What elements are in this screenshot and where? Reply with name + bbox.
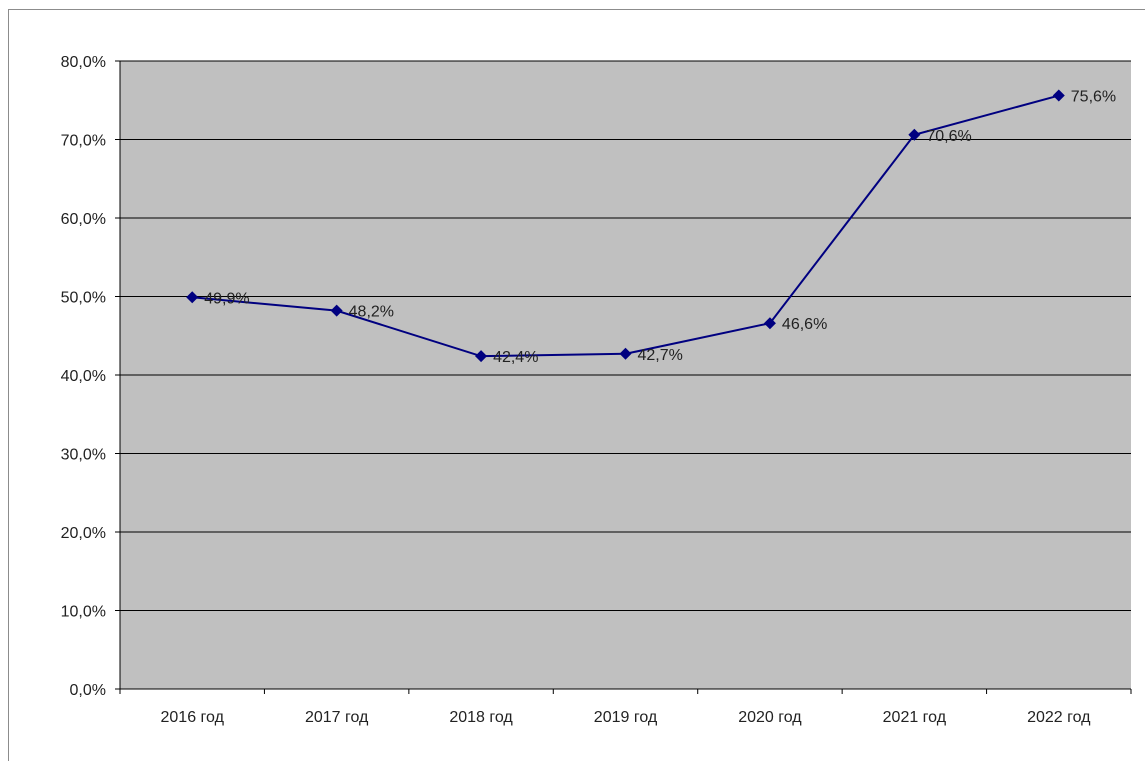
data-point-marker bbox=[1052, 89, 1065, 102]
data-label: 70,6% bbox=[926, 128, 971, 145]
x-tick-label: 2022 год bbox=[1027, 709, 1091, 726]
data-point-marker bbox=[186, 291, 199, 304]
x-tick-label: 2019 год bbox=[594, 709, 658, 726]
data-label: 48,2% bbox=[349, 304, 394, 321]
data-label: 46,6% bbox=[782, 316, 827, 333]
x-tick-label: 2018 год bbox=[449, 709, 513, 726]
series-layer bbox=[186, 89, 1065, 363]
y-tick-label: 0,0% bbox=[70, 682, 106, 699]
y-tick-label: 10,0% bbox=[61, 604, 106, 621]
y-tick-label: 70,0% bbox=[61, 133, 106, 150]
x-tick-label: 2021 год bbox=[883, 709, 947, 726]
y-tick-label: 50,0% bbox=[61, 290, 106, 307]
x-tick-label: 2016 год bbox=[161, 709, 225, 726]
y-tick-label: 60,0% bbox=[61, 211, 106, 228]
y-tick-label: 20,0% bbox=[61, 525, 106, 542]
gridlines bbox=[120, 60, 1131, 611]
data-point-marker bbox=[475, 350, 488, 363]
axes bbox=[115, 60, 1132, 694]
data-label: 42,4% bbox=[493, 349, 538, 366]
data-labels: 49,9% 48,2% 42,4% 42,7% 46,6% 70,6% 75,6% bbox=[204, 89, 1116, 367]
y-tick-label: 30,0% bbox=[61, 447, 106, 464]
x-tick-label: 2017 год bbox=[305, 709, 369, 726]
data-label: 75,6% bbox=[1071, 89, 1116, 106]
data-point-marker bbox=[763, 317, 776, 330]
chart-frame bbox=[8, 9, 1145, 761]
data-label: 42,7% bbox=[638, 347, 683, 364]
x-tick-label: 2020 год bbox=[738, 709, 802, 726]
data-label: 49,9% bbox=[204, 290, 249, 307]
x-tick-labels: 2016 год 2017 год 2018 год 2019 год 2020 год… bbox=[161, 709, 1092, 726]
y-tick-label: 40,0% bbox=[61, 368, 106, 385]
data-point-marker bbox=[330, 304, 343, 317]
data-point-marker bbox=[908, 128, 921, 141]
y-tick-label: 80,0% bbox=[61, 54, 106, 71]
data-point-marker bbox=[619, 347, 632, 360]
y-tick-labels: 0,0% 10,0% 20,0% 30,0% 40,0% 50,0% 60,0% 70,0% 8… bbox=[61, 54, 106, 699]
